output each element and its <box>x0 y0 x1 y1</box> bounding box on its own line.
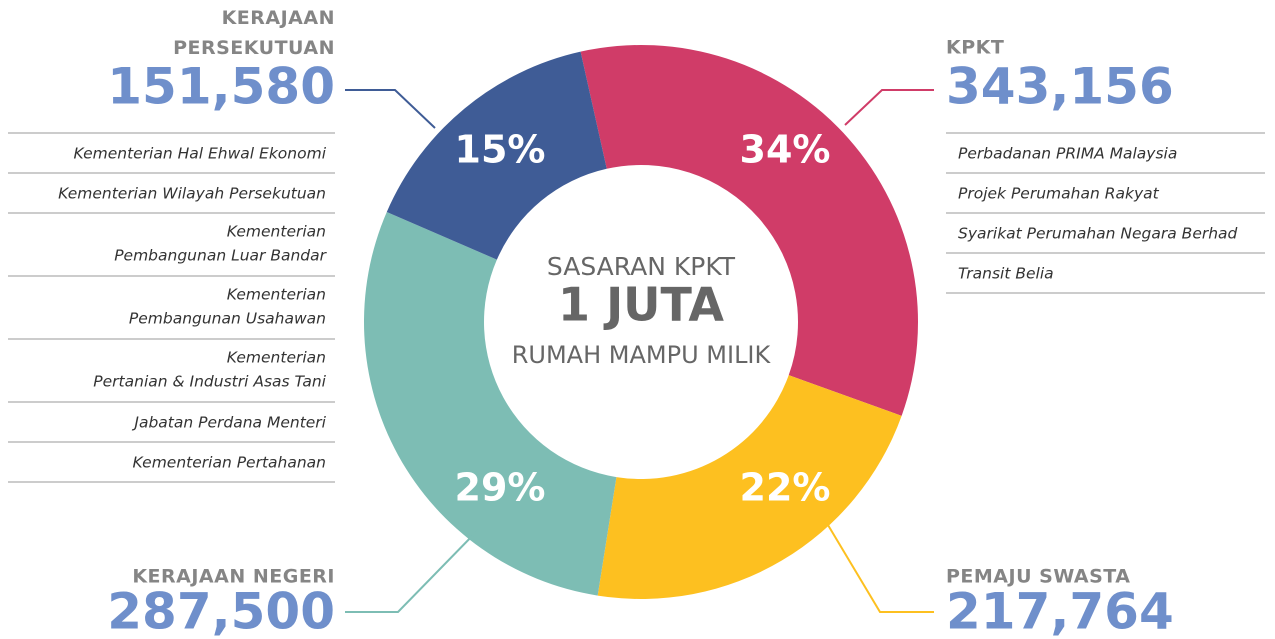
member-name: Jabatan Perdana Menteri <box>131 414 326 432</box>
group-label: KERAJAAN PERSEKUTUAN <box>173 7 335 59</box>
group-label: KPKT <box>946 37 1004 59</box>
member-name: Kementerian Pertahanan <box>133 454 326 472</box>
donut-segment <box>597 375 902 599</box>
member-name: Projek Perumahan Rakyat <box>958 185 1160 203</box>
donut-segment <box>580 45 918 416</box>
percent-label: 29% <box>455 466 546 510</box>
amount-label: 217,764 <box>946 583 1174 639</box>
center-line: 1 JUTA <box>558 278 724 332</box>
amount-label: 151,580 <box>107 58 335 116</box>
member-name: Kementerian Hal Ehwal Ekonomi <box>73 145 326 163</box>
percent-label: 22% <box>740 466 831 510</box>
amount-label: 343,156 <box>946 58 1174 116</box>
member-name: Perbadanan PRIMA Malaysia <box>958 145 1177 163</box>
percent-label: 34% <box>740 128 831 172</box>
center-line: RUMAH MAMPU MILIK <box>512 341 772 369</box>
donut-segment <box>386 51 607 260</box>
group-label-line: PERSEKUTUAN <box>173 37 335 59</box>
member-name: Transit Belia <box>958 265 1054 283</box>
member-name: Pertanian & Industri Asas Tani <box>93 373 326 391</box>
amount-label: 287,500 <box>107 583 335 639</box>
group-label: KERAJAAN NEGERI <box>132 566 335 588</box>
leader-line <box>844 89 934 126</box>
member-name: Kementerian <box>227 349 326 367</box>
member-name: Kementerian Wilayah Persekutuan <box>58 185 326 203</box>
group-label: PEMAJU SWASTA <box>946 566 1131 588</box>
member-name: Syarikat Perumahan Negara Berhad <box>958 225 1238 243</box>
leader-line <box>345 89 436 129</box>
donut-segment <box>364 211 617 596</box>
percent-label: 15% <box>455 128 546 172</box>
center-line: SASARAN KPKT <box>547 252 736 281</box>
member-name: Pembangunan Luar Bandar <box>114 247 327 265</box>
member-name: Kementerian <box>227 286 326 304</box>
member-name: Pembangunan Usahawan <box>129 310 326 328</box>
member-name: Kementerian <box>227 223 326 241</box>
leader-line <box>345 529 479 613</box>
group-label-line: KERAJAAN <box>222 7 335 29</box>
leader-line <box>824 519 934 613</box>
